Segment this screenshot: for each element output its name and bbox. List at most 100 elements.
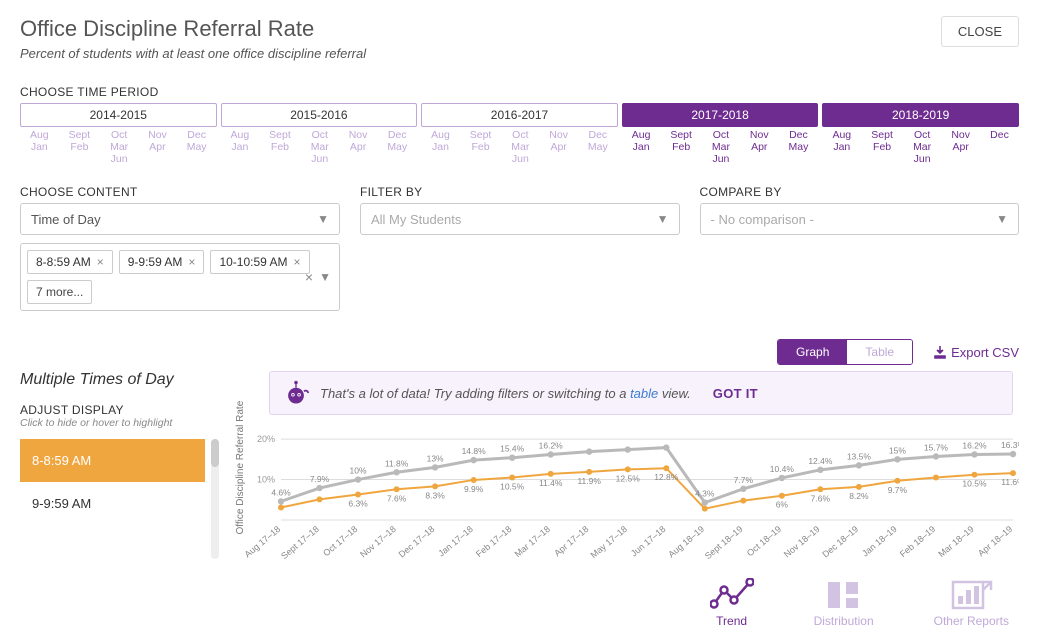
filter-dropdown[interactable]: All My Students ▼ xyxy=(360,203,680,235)
view-toggle: Graph Table xyxy=(777,339,913,365)
chip-remove-icon[interactable]: × xyxy=(97,255,104,269)
svg-text:Dec 18–19: Dec 18–19 xyxy=(820,524,860,560)
svg-text:Oct 17–18: Oct 17–18 xyxy=(321,524,359,558)
svg-text:Jan 18–19: Jan 18–19 xyxy=(860,524,899,559)
year-selector: 2014-20152015-20162016-20172017-20182018… xyxy=(20,103,1019,127)
content-chip-more[interactable]: 7 more... xyxy=(27,280,92,304)
chevron-down-icon: ▼ xyxy=(996,212,1008,226)
year-option[interactable]: 2018-2019 xyxy=(822,103,1019,127)
svg-text:12.8%: 12.8% xyxy=(654,472,679,482)
scrollbar[interactable] xyxy=(211,439,219,559)
close-button[interactable]: CLOSE xyxy=(941,16,1019,47)
year-option[interactable]: 2014-2015 xyxy=(20,103,217,127)
month-pair-label: DecMay xyxy=(187,129,207,165)
month-pair-label: NovApr xyxy=(148,129,167,165)
month-group: AugJanSeptFebOctMarJunNovAprDecMay xyxy=(622,129,819,165)
chip-remove-icon[interactable]: × xyxy=(293,255,300,269)
svg-text:16.2%: 16.2% xyxy=(539,440,564,450)
content-dropdown[interactable]: Time of Day ▼ xyxy=(20,203,340,235)
content-chip[interactable]: 8-8:59 AM × xyxy=(27,250,113,274)
svg-text:Feb 18–19: Feb 18–19 xyxy=(898,524,937,559)
svg-text:7.6%: 7.6% xyxy=(387,493,407,503)
month-pair-label: Dec xyxy=(990,129,1009,165)
year-option[interactable]: 2017-2018 xyxy=(622,103,819,127)
svg-text:7.7%: 7.7% xyxy=(734,475,754,485)
svg-text:13%: 13% xyxy=(427,453,444,463)
month-pair-label: OctMarJun xyxy=(913,129,931,165)
month-pair-label: OctMarJun xyxy=(511,129,529,165)
chevron-down-icon: ▼ xyxy=(317,212,329,226)
svg-text:Apr 18–19: Apr 18–19 xyxy=(976,524,1014,558)
month-pair-label: AugJan xyxy=(231,129,250,165)
distribution-view-button[interactable]: Distribution xyxy=(814,578,874,628)
month-group: AugJanSeptFebOctMarJunNovAprDecMay xyxy=(221,129,418,165)
chip-label: 10-10:59 AM xyxy=(219,255,287,269)
content-chip[interactable]: 10-10:59 AM × xyxy=(210,250,309,274)
chevron-down-icon[interactable]: ▼ xyxy=(319,270,331,284)
content-dropdown-value: Time of Day xyxy=(31,212,101,227)
content-chip[interactable]: 9-9:59 AM × xyxy=(119,250,205,274)
year-option[interactable]: 2016-2017 xyxy=(421,103,618,127)
adjust-display-label: ADJUST DISPLAY xyxy=(20,403,219,417)
graph-toggle-button[interactable]: Graph xyxy=(778,340,847,364)
svg-text:Nov 18–19: Nov 18–19 xyxy=(782,524,822,560)
adjust-display-item[interactable]: 9-9:59 AM xyxy=(20,482,205,525)
svg-text:16.2%: 16.2% xyxy=(962,440,987,450)
adjust-display-hint: Click to hide or hover to highlight xyxy=(20,417,219,429)
export-csv-button[interactable]: Export CSV xyxy=(933,345,1019,360)
svg-text:11.9%: 11.9% xyxy=(577,476,601,486)
adjust-display-item[interactable]: 8-8:59 AM xyxy=(20,439,205,482)
chip-label: 8-8:59 AM xyxy=(36,255,91,269)
distribution-label: Distribution xyxy=(814,614,874,628)
svg-text:15.7%: 15.7% xyxy=(924,442,949,452)
scrollbar-thumb[interactable] xyxy=(211,439,219,467)
other-reports-button[interactable]: Other Reports xyxy=(934,578,1009,628)
svg-text:15%: 15% xyxy=(889,445,906,455)
table-toggle-button[interactable]: Table xyxy=(847,340,912,364)
month-pair-label: NovApr xyxy=(951,129,970,165)
page-title: Office Discipline Referral Rate xyxy=(20,16,366,42)
tip-table-link[interactable]: table xyxy=(630,386,658,401)
svg-text:7.9%: 7.9% xyxy=(310,474,330,484)
chip-remove-icon[interactable]: × xyxy=(188,255,195,269)
month-pair-label: DecMay xyxy=(789,129,809,165)
svg-text:Mar 18–19: Mar 18–19 xyxy=(936,524,975,559)
month-pair-label: SeptFeb xyxy=(670,129,692,165)
year-option[interactable]: 2015-2016 xyxy=(221,103,418,127)
svg-text:10.5%: 10.5% xyxy=(962,479,987,489)
svg-text:Sept 17–18: Sept 17–18 xyxy=(279,524,321,561)
month-pair-label: NovApr xyxy=(549,129,568,165)
svg-text:Apr 17–18: Apr 17–18 xyxy=(552,524,590,558)
content-chips[interactable]: 8-8:59 AM ×9-9:59 AM ×10-10:59 AM ×7 mor… xyxy=(20,243,340,311)
trend-view-button[interactable]: Trend xyxy=(710,578,754,628)
svg-text:12.4%: 12.4% xyxy=(808,456,833,466)
svg-text:12.5%: 12.5% xyxy=(616,473,641,483)
month-pair-label: OctMarJun xyxy=(110,129,128,165)
svg-text:11.8%: 11.8% xyxy=(385,458,409,468)
svg-text:11.4%: 11.4% xyxy=(539,478,563,488)
month-pair-label: OctMarJun xyxy=(311,129,329,165)
svg-text:20%: 20% xyxy=(257,434,275,444)
svg-text:Dec 17–18: Dec 17–18 xyxy=(397,524,437,560)
chip-label: 9-9:59 AM xyxy=(128,255,183,269)
tip-text: That's a lot of data! Try adding filters… xyxy=(320,386,691,401)
tip-text-b: view. xyxy=(658,386,691,401)
month-pair-label: AugJan xyxy=(30,129,49,165)
month-pair-label: AugJan xyxy=(431,129,450,165)
svg-text:11.6%: 11.6% xyxy=(1001,477,1019,487)
trend-label: Trend xyxy=(716,614,747,628)
filter-dropdown-value: All My Students xyxy=(371,212,461,227)
tip-gotit-button[interactable]: GOT IT xyxy=(713,386,758,401)
clear-chips-icon[interactable]: × xyxy=(305,269,313,285)
other-reports-label: Other Reports xyxy=(934,614,1009,628)
month-pair-label: NovApr xyxy=(750,129,769,165)
robot-icon xyxy=(282,379,310,407)
svg-text:8.3%: 8.3% xyxy=(425,490,445,500)
svg-text:Feb 17–18: Feb 17–18 xyxy=(474,524,513,559)
compare-dropdown[interactable]: - No comparison - ▼ xyxy=(700,203,1020,235)
download-icon xyxy=(933,345,947,359)
month-pair-label: SeptFeb xyxy=(69,129,91,165)
month-pair-label: AugJan xyxy=(832,129,851,165)
svg-text:Sept 18–19: Sept 18–19 xyxy=(703,524,745,561)
svg-text:15.4%: 15.4% xyxy=(500,444,525,454)
